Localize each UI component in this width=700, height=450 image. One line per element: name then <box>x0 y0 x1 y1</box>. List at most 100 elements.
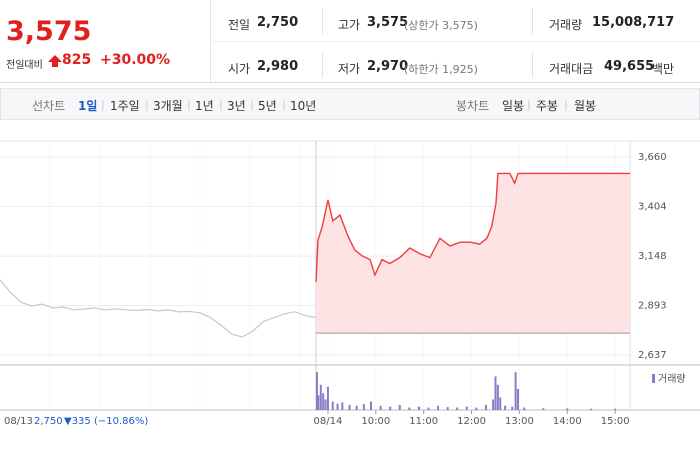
volume-bar <box>496 384 499 410</box>
volume-bar <box>348 404 351 410</box>
change-pct: +30.00% <box>100 52 171 68</box>
y-tick-label: 3,404 <box>638 202 667 213</box>
volume-bar <box>484 404 487 410</box>
volume-bar <box>370 401 373 410</box>
stat-value: 49,655 <box>604 59 655 74</box>
divider <box>532 8 533 34</box>
stat-label: 저가 <box>338 62 361 76</box>
volume-bar <box>322 393 325 410</box>
volume-bar <box>417 406 420 410</box>
volume-bar <box>408 407 411 410</box>
volume-bar <box>523 407 526 410</box>
tab-sep: | <box>145 98 149 111</box>
stat-value: 2,980 <box>257 59 299 74</box>
volume-bar <box>379 405 382 410</box>
volume-bar <box>319 384 322 410</box>
x-tick-label: 14:00 <box>553 416 582 427</box>
stat-note: (하한가 1,925) <box>404 63 478 76</box>
volume-bar <box>542 408 545 410</box>
stat-label: 거래량 <box>549 18 583 32</box>
stat-unit: 백만 <box>652 62 675 76</box>
stat-label: 시가 <box>228 62 251 76</box>
x-tick-label: 13:00 <box>505 416 534 427</box>
tab[interactable]: 5년 <box>258 99 277 113</box>
tab[interactable]: 3년 <box>227 99 246 113</box>
volume-bar <box>315 372 318 410</box>
stat-label: 고가 <box>338 18 361 32</box>
tab-sep: | <box>564 98 568 111</box>
stat-note: (상한가 3,575) <box>404 19 478 32</box>
x-tick-label: 12:00 <box>457 416 486 427</box>
x-tick-label: 11:00 <box>409 416 438 427</box>
legend-swatch <box>652 374 655 383</box>
volume-bar <box>566 408 569 410</box>
tab-sep: | <box>219 98 223 111</box>
tab[interactable]: 월봉 <box>574 99 597 113</box>
change-label: 전일대비 <box>6 60 43 71</box>
stat-label: 전일 <box>228 18 251 32</box>
volume-bar <box>492 399 495 410</box>
price-line <box>315 172 630 282</box>
tab[interactable]: 1주일 <box>110 99 140 113</box>
header <box>0 0 700 83</box>
volume-bar <box>456 407 459 410</box>
volume-bar <box>465 406 468 410</box>
prev-day-line <box>0 279 317 338</box>
tab[interactable]: 일봉 <box>502 99 525 113</box>
legend-label: 거래량 <box>658 373 686 385</box>
volume-bar <box>590 408 593 410</box>
volume-bar <box>475 407 478 410</box>
divider <box>210 41 700 42</box>
x-tick-label: 10:00 <box>361 416 390 427</box>
volume-bar <box>317 395 320 410</box>
volume-bar <box>331 401 334 410</box>
y-tick-label: 2,893 <box>638 300 667 311</box>
stat-value: 15,008,717 <box>592 15 675 30</box>
volume-bar <box>614 408 617 410</box>
volume-bar <box>494 376 497 410</box>
volume-bar <box>389 406 392 410</box>
volume-bar <box>324 399 327 410</box>
tab-sep: | <box>527 98 531 111</box>
x-tick-label: 15:00 <box>601 416 630 427</box>
tab[interactable]: 1년 <box>195 99 214 113</box>
volume-bar <box>511 406 514 410</box>
price: 3,575 <box>6 16 92 47</box>
volume-bar <box>516 389 519 410</box>
volume-bar <box>504 405 507 410</box>
area-fill <box>316 173 630 334</box>
tab-sep: | <box>282 98 286 111</box>
volume-bar <box>398 404 401 410</box>
prev-day-label: 08/13 <box>4 416 33 427</box>
volume-bar <box>341 402 344 410</box>
y-tick-label: 3,660 <box>638 152 667 163</box>
tab[interactable]: 1일 <box>78 99 98 113</box>
volume-bar <box>514 372 517 410</box>
stat-value: 2,750 <box>257 15 299 30</box>
stat-value: 3,575 <box>367 15 409 30</box>
x-tick-label: 08/14 <box>314 416 343 427</box>
tab-sep: | <box>101 98 105 111</box>
stat-value: 2,970 <box>367 59 409 74</box>
divider <box>322 8 323 34</box>
tab[interactable]: 3개월 <box>153 99 183 113</box>
volume-bar <box>427 407 430 410</box>
volume-bar <box>499 397 502 410</box>
prev-close: 2,750 <box>34 416 63 427</box>
prev-change: ▼335 (−10.86%) <box>64 416 148 427</box>
tab-group-label: 봉차트 <box>456 99 490 113</box>
volume-bar <box>446 407 449 410</box>
tab-sep: | <box>187 98 191 111</box>
volume-bar <box>362 404 365 410</box>
divider <box>532 52 533 78</box>
divider <box>322 52 323 78</box>
tab-sep: | <box>250 98 254 111</box>
volume-bar <box>336 403 339 410</box>
y-tick-label: 3,148 <box>638 251 667 262</box>
tab[interactable]: 주봉 <box>536 99 559 113</box>
y-tick-label: 2,637 <box>638 350 667 361</box>
tab[interactable]: 10년 <box>290 99 317 113</box>
stat-label: 거래대금 <box>549 62 594 76</box>
